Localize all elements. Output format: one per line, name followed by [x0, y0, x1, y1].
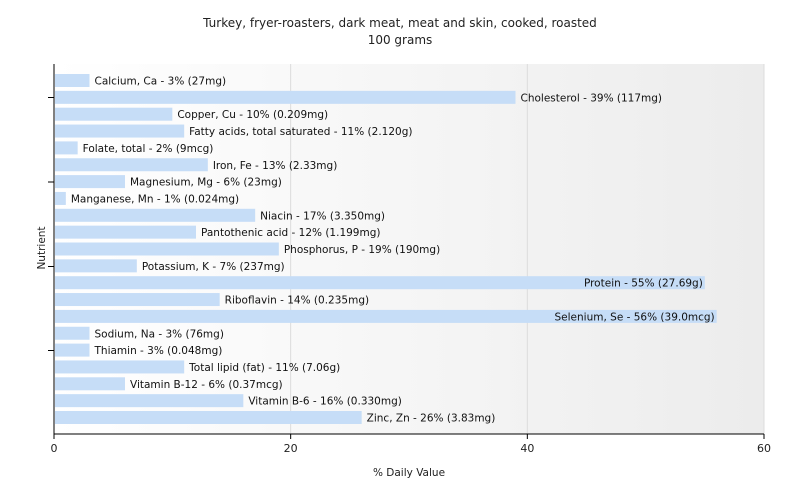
- bar-label: Vitamin B-6 - 16% (0.330mg): [248, 396, 402, 408]
- bar: [55, 107, 173, 121]
- bar: [55, 191, 66, 205]
- x-tick-label: 20: [284, 442, 298, 455]
- bar-label: Sodium, Na - 3% (76mg): [95, 328, 224, 340]
- bar-labels: Calcium, Ca - 3% (27mg) Cholesterol - 39%…: [71, 76, 715, 425]
- bar-label: Fatty acids, total saturated - 11% (2.12…: [189, 126, 412, 138]
- chart-title: Turkey, fryer-roasters, dark meat, meat …: [202, 16, 597, 30]
- bars: [55, 74, 717, 424]
- bar-label: Cholesterol - 39% (117mg): [521, 92, 663, 104]
- x-tick-label: 0: [51, 442, 58, 455]
- bar-label: Copper, Cu - 10% (0.209mg): [177, 109, 328, 121]
- bar: [55, 175, 125, 189]
- bar-label: Selenium, Se - 56% (39.0mcg): [555, 311, 715, 323]
- bar: [55, 293, 220, 307]
- bar: [55, 208, 256, 222]
- axes: 0 20 40 60: [48, 64, 771, 455]
- x-tick-label: 40: [520, 442, 534, 455]
- bar: [55, 124, 185, 138]
- bar: [55, 326, 90, 340]
- bar-label: Pantothenic acid - 12% (1.199mg): [201, 227, 380, 239]
- bar-label: Manganese, Mn - 1% (0.024mg): [71, 193, 239, 205]
- bar: [55, 225, 196, 239]
- x-axis-title: % Daily Value: [373, 467, 445, 479]
- bar-label: Protein - 55% (27.69g): [584, 278, 703, 290]
- bar-label: Folate, total - 2% (9mcg): [83, 143, 214, 155]
- bar-label: Thiamin - 3% (0.048mg): [94, 345, 223, 357]
- bar: [55, 394, 244, 408]
- bar: [55, 377, 125, 391]
- bar: [55, 259, 137, 273]
- bar: [55, 360, 185, 374]
- bar-label: Calcium, Ca - 3% (27mg): [95, 76, 227, 88]
- chart-subtitle: 100 grams: [368, 33, 433, 47]
- bar: [55, 90, 516, 104]
- bar: [55, 74, 90, 87]
- y-axis-title: Nutrient: [36, 226, 48, 269]
- bar: [55, 158, 208, 172]
- bar: [55, 411, 362, 424]
- bar-label: Vitamin B-12 - 6% (0.37mcg): [130, 379, 283, 391]
- bar-label: Zinc, Zn - 26% (3.83mg): [367, 413, 496, 425]
- bar-label: Niacin - 17% (3.350mg): [260, 210, 385, 222]
- bar-label: Potassium, K - 7% (237mg): [142, 261, 285, 273]
- bar-label: Riboflavin - 14% (0.235mg): [225, 295, 369, 307]
- bar-label: Iron, Fe - 13% (2.33mg): [213, 160, 337, 172]
- x-tick-label: 60: [757, 442, 771, 455]
- bar-label: Magnesium, Mg - 6% (23mg): [130, 177, 282, 189]
- bar-label: Phosphorus, P - 19% (190mg): [284, 244, 440, 256]
- bar: [55, 276, 705, 290]
- bar: [55, 242, 279, 256]
- grid-lines: [290, 64, 765, 434]
- bar: [55, 309, 717, 323]
- bar: [55, 141, 78, 155]
- bar-label: Total lipid (fat) - 11% (7.06g): [188, 362, 340, 374]
- bar: [55, 343, 90, 357]
